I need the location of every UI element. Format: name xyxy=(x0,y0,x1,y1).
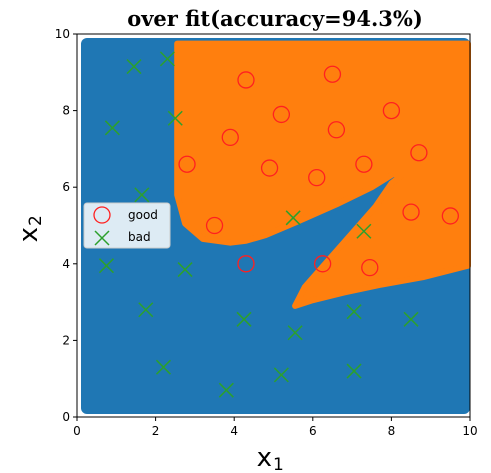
x-axis-label-subscript: 1 xyxy=(273,455,284,473)
legend-bad-x xyxy=(94,230,110,246)
good-point-5 xyxy=(327,121,346,139)
good-point-12 xyxy=(402,203,420,221)
bad-point-3 xyxy=(167,110,183,126)
x-tick-label-2: 4 xyxy=(230,424,238,438)
bad-point-6 xyxy=(356,223,372,239)
bad-point-13 xyxy=(403,311,419,327)
good-point-10 xyxy=(410,144,428,162)
good-point-9 xyxy=(355,155,373,173)
chart-title: over fit(accuracy=94.3%) xyxy=(127,6,423,31)
y-tick-label-4: 8 xyxy=(62,104,70,118)
x-tick-label-4: 8 xyxy=(388,424,396,438)
bad-point-11 xyxy=(287,325,303,341)
good-point-0 xyxy=(237,71,255,89)
legend-bad-marker xyxy=(94,230,110,246)
good-point-11 xyxy=(205,216,224,235)
bad-point-0 xyxy=(126,59,142,75)
y-tick-label-2: 4 xyxy=(62,257,70,271)
bad-point-14 xyxy=(155,359,171,375)
x-axis-ticks: 0 2 4 6 8 10 xyxy=(73,417,478,438)
bad-point-17 xyxy=(346,363,362,379)
y-tick-label-3: 6 xyxy=(62,180,70,194)
x-axis-label: x xyxy=(257,443,272,473)
bad-point-8 xyxy=(177,262,193,278)
bad-point-9 xyxy=(138,302,154,318)
good-point-16 xyxy=(361,258,379,277)
good-point-4 xyxy=(221,128,239,147)
axes-frame xyxy=(76,33,471,418)
bad-point-16 xyxy=(273,367,289,383)
y-tick-label-5: 10 xyxy=(55,27,70,41)
good-point-15 xyxy=(313,255,332,273)
y-axis-label: x xyxy=(14,227,44,242)
legend: good bad xyxy=(83,202,171,249)
legend-good-marker xyxy=(93,206,111,224)
x-tick-label-5: 10 xyxy=(462,424,477,438)
y-tick-label-0: 0 xyxy=(62,410,70,424)
legend-box xyxy=(83,202,171,249)
good-point-1 xyxy=(323,65,342,83)
bad-point-1 xyxy=(159,51,175,67)
good-points xyxy=(178,65,460,277)
plot-area xyxy=(76,33,471,418)
good-point-3 xyxy=(382,101,401,120)
good-point-7 xyxy=(260,159,279,177)
x-tick-label-0: 0 xyxy=(73,424,81,438)
x-tick-label-3: 6 xyxy=(309,424,317,438)
good-point-14 xyxy=(237,255,255,273)
y-axis-ticks: 0 2 4 6 8 10 xyxy=(55,27,77,424)
orange-decision-region xyxy=(174,40,471,309)
x-tick-label-1: 2 xyxy=(152,424,160,438)
legend-good-label: good xyxy=(128,208,158,222)
good-point-6 xyxy=(178,155,196,173)
bad-point-4 xyxy=(134,187,150,203)
bad-point-5 xyxy=(285,210,301,226)
bad-point-7 xyxy=(98,258,115,274)
y-tick-label-1: 2 xyxy=(62,333,70,347)
y-axis-label-subscript: 2 xyxy=(26,215,46,226)
bad-points xyxy=(98,51,419,398)
good-point-2 xyxy=(272,105,291,124)
bad-point-10 xyxy=(236,311,252,327)
y-axis-label-group: x 2 xyxy=(14,215,46,242)
good-point-13 xyxy=(441,207,460,225)
bad-point-12 xyxy=(346,304,362,320)
good-point-8 xyxy=(308,168,326,187)
legend-bad-label: bad xyxy=(128,230,151,244)
bad-point-2 xyxy=(104,120,120,136)
bad-point-15 xyxy=(218,382,234,398)
